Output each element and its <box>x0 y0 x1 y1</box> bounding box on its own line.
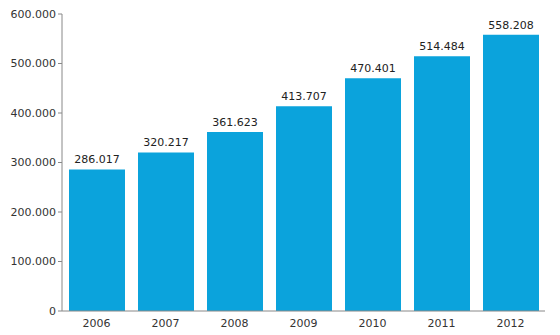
svg-text:2011: 2011 <box>428 317 456 330</box>
svg-text:2012: 2012 <box>497 317 525 330</box>
svg-text:2009: 2009 <box>290 317 318 330</box>
svg-text:514.484: 514.484 <box>419 40 465 53</box>
svg-text:470.401: 470.401 <box>350 62 396 75</box>
svg-text:2008: 2008 <box>221 317 249 330</box>
svg-text:300.000: 300.000 <box>11 156 57 169</box>
svg-text:286.017: 286.017 <box>74 153 120 166</box>
svg-text:0: 0 <box>49 305 56 318</box>
svg-text:100.000: 100.000 <box>11 255 57 268</box>
svg-text:500.000: 500.000 <box>11 57 57 70</box>
svg-text:200.000: 200.000 <box>11 206 57 219</box>
svg-text:400.000: 400.000 <box>11 107 57 120</box>
svg-text:361.623: 361.623 <box>212 116 258 129</box>
svg-text:600.000: 600.000 <box>11 8 57 21</box>
svg-text:2010: 2010 <box>359 317 387 330</box>
svg-text:2006: 2006 <box>83 317 111 330</box>
svg-text:2007: 2007 <box>152 317 180 330</box>
svg-text:413.707: 413.707 <box>281 90 327 103</box>
svg-text:558.208: 558.208 <box>488 19 534 32</box>
svg-text:320.217: 320.217 <box>143 136 189 149</box>
